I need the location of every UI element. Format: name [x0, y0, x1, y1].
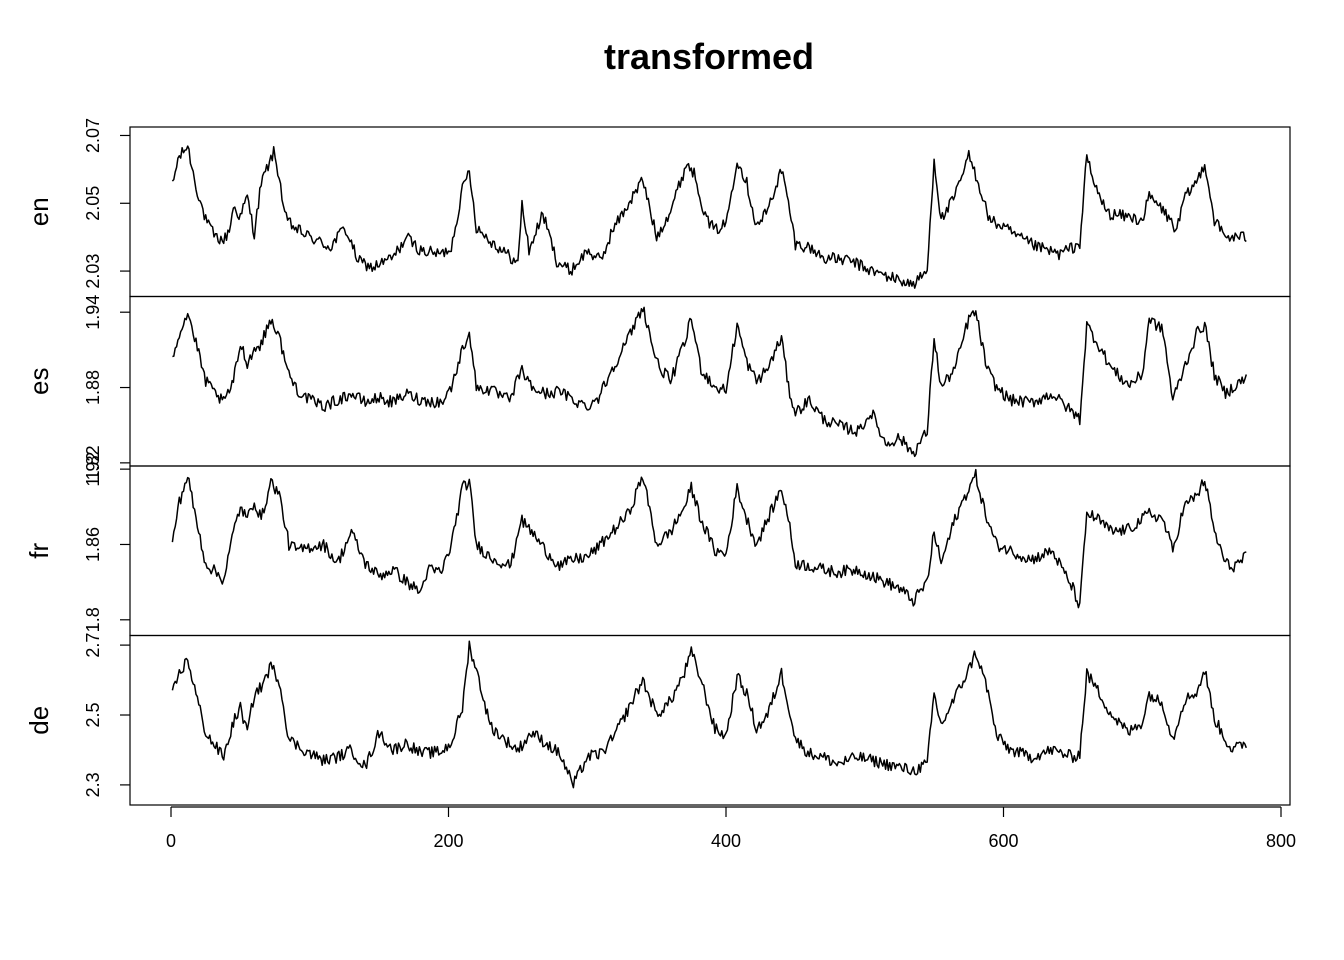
y-tick-label: 2.7 [83, 633, 103, 658]
panel-fr: 1.8 1.86 1.92 fr [24, 452, 1291, 637]
x-tick-label: 800 [1266, 831, 1296, 851]
chart-title: transformed [604, 36, 814, 77]
x-tick-label: 0 [166, 831, 176, 851]
y-tick-label: 1.82 [83, 445, 103, 480]
panel-label-es: es [24, 368, 54, 395]
y-tick-label: 1.88 [83, 370, 103, 405]
panel-frame [129, 634, 1291, 806]
panel-frame [129, 126, 1291, 298]
panel-es: 1.82 1.88 1.94 es [24, 295, 1291, 480]
panel-de: 2.3 2.5 2.7 de [24, 633, 1291, 806]
y-tick-label: 2.03 [83, 254, 103, 289]
x-axis: 0 200 400 600 800 [166, 806, 1296, 851]
y-tick-label: 2.3 [83, 772, 103, 797]
y-tick-label: 2.07 [83, 118, 103, 153]
panels: 2.03 2.05 2.07 en 1.82 1.88 1.94 es 1.8 1.86 1.92 f… [24, 118, 1291, 806]
panel-frame [129, 465, 1291, 637]
x-tick-label: 200 [433, 831, 463, 851]
y-tick-label: 1.94 [83, 295, 103, 330]
y-tick-label: 2.5 [83, 702, 103, 727]
x-tick-label: 600 [988, 831, 1018, 851]
y-tick-label: 1.92 [83, 452, 103, 487]
panel-label-en: en [24, 197, 54, 226]
y-tick-label: 1.8 [83, 607, 103, 632]
panel-en: 2.03 2.05 2.07 en [24, 118, 1291, 298]
x-tick-label: 400 [711, 831, 741, 851]
y-tick-label: 2.05 [83, 186, 103, 221]
y-tick-label: 1.86 [83, 527, 103, 562]
series-line-en [171, 145, 1247, 289]
panel-label-de: de [24, 706, 54, 735]
series-line-fr [171, 468, 1247, 609]
panel-label-fr: fr [24, 542, 54, 558]
series-line-es [172, 306, 1248, 458]
series-line-de [171, 640, 1248, 789]
